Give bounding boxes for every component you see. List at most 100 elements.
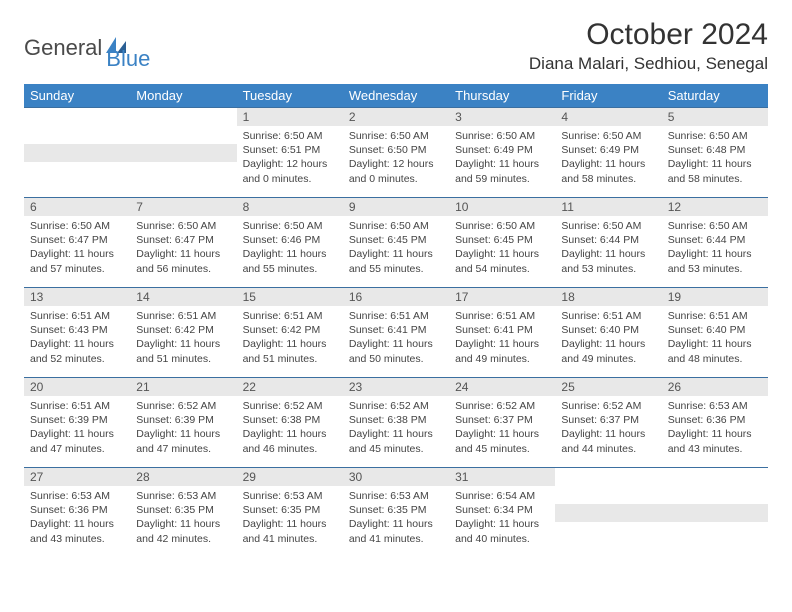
weekday-header: Monday <box>130 84 236 108</box>
daylight-line: Daylight: 11 hours and 45 minutes. <box>455 427 549 455</box>
day-cell: 12Sunrise: 6:50 AMSunset: 6:44 PMDayligh… <box>662 198 768 288</box>
sunset-line: Sunset: 6:38 PM <box>243 413 337 427</box>
day-details: Sunrise: 6:53 AMSunset: 6:35 PMDaylight:… <box>130 486 236 552</box>
day-details: Sunrise: 6:50 AMSunset: 6:44 PMDaylight:… <box>555 216 661 282</box>
day-details: Sunrise: 6:50 AMSunset: 6:45 PMDaylight:… <box>449 216 555 282</box>
day-cell: 31Sunrise: 6:54 AMSunset: 6:34 PMDayligh… <box>449 468 555 558</box>
daynum-bar <box>24 144 130 162</box>
daylight-line: Daylight: 11 hours and 52 minutes. <box>30 337 124 365</box>
day-details: Sunrise: 6:51 AMSunset: 6:39 PMDaylight:… <box>24 396 130 462</box>
sunrise-line: Sunrise: 6:50 AM <box>349 129 443 143</box>
sunset-line: Sunset: 6:40 PM <box>561 323 655 337</box>
daylight-line: Daylight: 11 hours and 40 minutes. <box>455 517 549 545</box>
daylight-line: Daylight: 11 hours and 56 minutes. <box>136 247 230 275</box>
calendar-row: 20Sunrise: 6:51 AMSunset: 6:39 PMDayligh… <box>24 378 768 468</box>
day-details: Sunrise: 6:50 AMSunset: 6:50 PMDaylight:… <box>343 126 449 192</box>
logo: General Blue <box>24 18 150 72</box>
day-details: Sunrise: 6:51 AMSunset: 6:41 PMDaylight:… <box>449 306 555 372</box>
day-number: 17 <box>449 288 555 306</box>
daylight-line: Daylight: 12 hours and 0 minutes. <box>349 157 443 185</box>
day-number: 23 <box>343 378 449 396</box>
sunset-line: Sunset: 6:44 PM <box>668 233 762 247</box>
day-number: 21 <box>130 378 236 396</box>
day-number: 8 <box>237 198 343 216</box>
month-title: October 2024 <box>529 18 768 52</box>
sunrise-line: Sunrise: 6:51 AM <box>349 309 443 323</box>
day-number: 12 <box>662 198 768 216</box>
daylight-line: Daylight: 11 hours and 48 minutes. <box>668 337 762 365</box>
daylight-line: Daylight: 11 hours and 58 minutes. <box>668 157 762 185</box>
weekday-header: Saturday <box>662 84 768 108</box>
sunrise-line: Sunrise: 6:50 AM <box>668 219 762 233</box>
calendar-row: 1Sunrise: 6:50 AMSunset: 6:51 PMDaylight… <box>24 108 768 198</box>
day-details: Sunrise: 6:52 AMSunset: 6:38 PMDaylight:… <box>343 396 449 462</box>
day-details: Sunrise: 6:50 AMSunset: 6:47 PMDaylight:… <box>24 216 130 282</box>
weekday-header: Sunday <box>24 84 130 108</box>
day-cell: 30Sunrise: 6:53 AMSunset: 6:35 PMDayligh… <box>343 468 449 558</box>
sunset-line: Sunset: 6:34 PM <box>455 503 549 517</box>
sunset-line: Sunset: 6:47 PM <box>30 233 124 247</box>
day-number: 3 <box>449 108 555 126</box>
daylight-line: Daylight: 11 hours and 57 minutes. <box>30 247 124 275</box>
daynum-bar <box>555 504 661 522</box>
daylight-line: Daylight: 11 hours and 59 minutes. <box>455 157 549 185</box>
calendar-row: 13Sunrise: 6:51 AMSunset: 6:43 PMDayligh… <box>24 288 768 378</box>
sunrise-line: Sunrise: 6:53 AM <box>136 489 230 503</box>
day-cell: 16Sunrise: 6:51 AMSunset: 6:41 PMDayligh… <box>343 288 449 378</box>
daylight-line: Daylight: 11 hours and 51 minutes. <box>243 337 337 365</box>
day-cell: 10Sunrise: 6:50 AMSunset: 6:45 PMDayligh… <box>449 198 555 288</box>
day-cell: 3Sunrise: 6:50 AMSunset: 6:49 PMDaylight… <box>449 108 555 198</box>
sunset-line: Sunset: 6:49 PM <box>561 143 655 157</box>
day-number: 19 <box>662 288 768 306</box>
sunrise-line: Sunrise: 6:53 AM <box>668 399 762 413</box>
daylight-line: Daylight: 11 hours and 55 minutes. <box>349 247 443 275</box>
day-details: Sunrise: 6:51 AMSunset: 6:41 PMDaylight:… <box>343 306 449 372</box>
sunrise-line: Sunrise: 6:51 AM <box>30 399 124 413</box>
daylight-line: Daylight: 11 hours and 49 minutes. <box>561 337 655 365</box>
day-cell: 22Sunrise: 6:52 AMSunset: 6:38 PMDayligh… <box>237 378 343 468</box>
daylight-line: Daylight: 11 hours and 50 minutes. <box>349 337 443 365</box>
day-cell: 6Sunrise: 6:50 AMSunset: 6:47 PMDaylight… <box>24 198 130 288</box>
day-cell: 27Sunrise: 6:53 AMSunset: 6:36 PMDayligh… <box>24 468 130 558</box>
sunset-line: Sunset: 6:40 PM <box>668 323 762 337</box>
day-cell: 2Sunrise: 6:50 AMSunset: 6:50 PMDaylight… <box>343 108 449 198</box>
daylight-line: Daylight: 11 hours and 43 minutes. <box>30 517 124 545</box>
daylight-line: Daylight: 11 hours and 58 minutes. <box>561 157 655 185</box>
sunrise-line: Sunrise: 6:50 AM <box>561 129 655 143</box>
day-details: Sunrise: 6:52 AMSunset: 6:39 PMDaylight:… <box>130 396 236 462</box>
daylight-line: Daylight: 11 hours and 54 minutes. <box>455 247 549 275</box>
day-number: 22 <box>237 378 343 396</box>
day-details: Sunrise: 6:53 AMSunset: 6:35 PMDaylight:… <box>343 486 449 552</box>
sunrise-line: Sunrise: 6:50 AM <box>243 129 337 143</box>
daylight-line: Daylight: 11 hours and 45 minutes. <box>349 427 443 455</box>
day-number: 16 <box>343 288 449 306</box>
empty-day-cell <box>130 108 236 198</box>
sunrise-line: Sunrise: 6:50 AM <box>668 129 762 143</box>
daylight-line: Daylight: 11 hours and 47 minutes. <box>136 427 230 455</box>
sunset-line: Sunset: 6:36 PM <box>668 413 762 427</box>
day-cell: 13Sunrise: 6:51 AMSunset: 6:43 PMDayligh… <box>24 288 130 378</box>
header: General Blue October 2024 Diana Malari, … <box>24 18 768 74</box>
sunset-line: Sunset: 6:35 PM <box>243 503 337 517</box>
sunrise-line: Sunrise: 6:50 AM <box>455 129 549 143</box>
day-cell: 4Sunrise: 6:50 AMSunset: 6:49 PMDaylight… <box>555 108 661 198</box>
day-details: Sunrise: 6:50 AMSunset: 6:51 PMDaylight:… <box>237 126 343 192</box>
day-number: 30 <box>343 468 449 486</box>
day-cell: 1Sunrise: 6:50 AMSunset: 6:51 PMDaylight… <box>237 108 343 198</box>
weekday-header: Thursday <box>449 84 555 108</box>
day-number: 28 <box>130 468 236 486</box>
day-cell: 18Sunrise: 6:51 AMSunset: 6:40 PMDayligh… <box>555 288 661 378</box>
sunset-line: Sunset: 6:39 PM <box>136 413 230 427</box>
day-number: 31 <box>449 468 555 486</box>
sunset-line: Sunset: 6:45 PM <box>455 233 549 247</box>
daylight-line: Daylight: 11 hours and 47 minutes. <box>30 427 124 455</box>
sunset-line: Sunset: 6:37 PM <box>561 413 655 427</box>
daylight-line: Daylight: 12 hours and 0 minutes. <box>243 157 337 185</box>
logo-text-general: General <box>24 35 102 61</box>
daylight-line: Daylight: 11 hours and 41 minutes. <box>349 517 443 545</box>
sunrise-line: Sunrise: 6:51 AM <box>136 309 230 323</box>
sunset-line: Sunset: 6:48 PM <box>668 143 762 157</box>
day-number: 25 <box>555 378 661 396</box>
day-number: 29 <box>237 468 343 486</box>
weekday-header: Tuesday <box>237 84 343 108</box>
